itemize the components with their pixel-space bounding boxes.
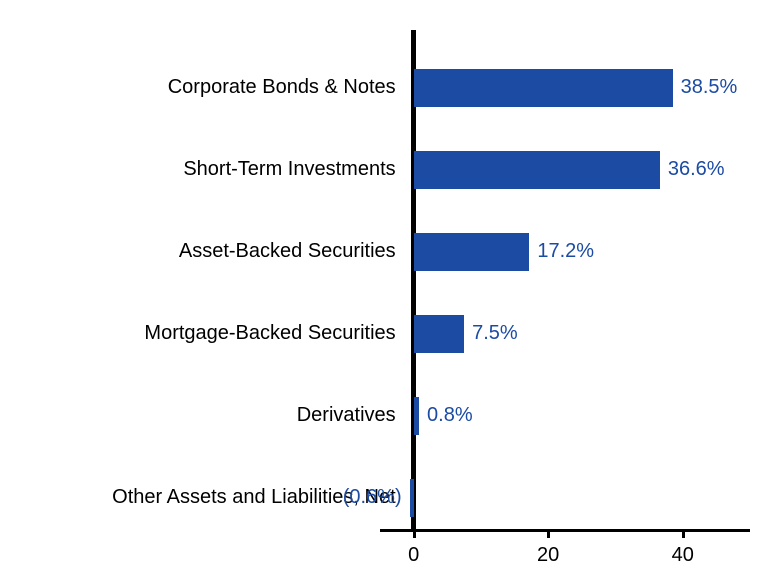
allocation-bar-chart: 0 20 40 Corporate Bonds & Notes 38.5% Short-T…: [0, 0, 780, 588]
x-tick-label: 40: [643, 544, 723, 567]
x-tick-label: 0: [374, 544, 454, 567]
x-axis-line: [380, 529, 750, 532]
bar: [414, 233, 530, 271]
value-label: 0.8%: [427, 404, 473, 427]
category-label: Asset-Backed Securities: [179, 240, 396, 263]
bar: [414, 69, 673, 107]
bar: [410, 479, 414, 517]
x-tick-mark: [682, 530, 685, 538]
value-label: 7.5%: [472, 322, 518, 345]
value-label: 38.5%: [681, 76, 738, 99]
bar: [414, 397, 419, 435]
bar: [414, 315, 464, 353]
value-label: 36.6%: [668, 158, 725, 181]
bar: [414, 151, 660, 189]
x-tick-mark: [547, 530, 550, 538]
category-label: Mortgage-Backed Securities: [144, 322, 395, 345]
value-label: 17.2%: [537, 240, 594, 263]
category-label: Derivatives: [297, 404, 396, 427]
x-tick-mark: [413, 530, 416, 538]
x-tick-label: 20: [508, 544, 588, 567]
category-label: Short-Term Investments: [183, 158, 395, 181]
value-label: (0.6%): [343, 486, 402, 509]
category-label: Corporate Bonds & Notes: [168, 76, 396, 99]
